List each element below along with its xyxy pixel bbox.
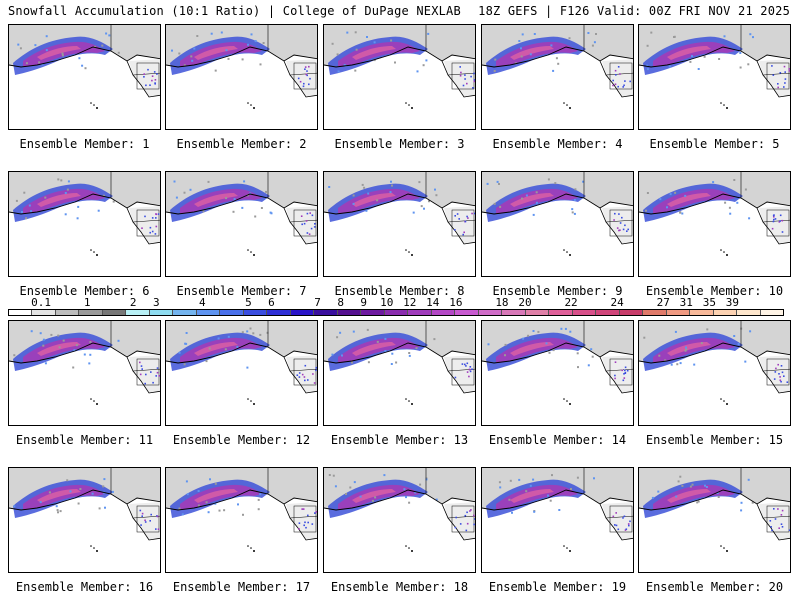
ensemble-member-map xyxy=(481,171,634,277)
ensemble-member-map xyxy=(481,24,634,130)
ensemble-member-caption: Ensemble Member: 16 xyxy=(15,580,154,594)
colorbar-swatch xyxy=(549,310,573,315)
ensemble-member-caption: Ensemble Member: 7 xyxy=(176,284,307,298)
colorbar-swatch xyxy=(9,310,33,315)
ensemble-member-caption: Ensemble Member: 2 xyxy=(176,137,307,151)
colorbar-swatch xyxy=(173,310,197,315)
ensemble-member-caption: Ensemble Member: 10 xyxy=(645,284,784,298)
ensemble-member-map xyxy=(481,467,634,573)
ensemble-member-caption: Ensemble Member: 20 xyxy=(645,580,784,594)
ensemble-member-caption: Ensemble Member: 15 xyxy=(645,433,784,447)
colorbar-swatch xyxy=(525,310,550,315)
colorbar-label: 5 xyxy=(245,296,252,309)
colorbar-swatch xyxy=(361,310,385,315)
ensemble-member-caption: Ensemble Member: 12 xyxy=(172,433,311,447)
ensemble-member-caption: Ensemble Member: 5 xyxy=(649,137,780,151)
colorbar-swatch xyxy=(455,310,479,315)
colorbar-label: 8 xyxy=(337,296,344,309)
ensemble-member-map xyxy=(165,467,318,573)
colorbar-label: 12 xyxy=(403,296,417,309)
colorbar-swatch xyxy=(243,310,268,315)
ensemble-member-caption: Ensemble Member: 3 xyxy=(334,137,465,151)
ensemble-member-caption: Ensemble Member: 18 xyxy=(330,580,469,594)
colorbar-swatch xyxy=(337,310,362,315)
ensemble-member-map xyxy=(323,320,476,426)
colorbar-swatch xyxy=(619,310,644,315)
colorbar-swatch xyxy=(126,310,150,315)
ensemble-member-caption: Ensemble Member: 4 xyxy=(492,137,623,151)
run-valid-time: 18Z GEFS | F126 Valid: 00Z FRI NOV 21 20… xyxy=(478,4,790,18)
ensemble-member-map xyxy=(638,467,791,573)
colorbar-label: 14 xyxy=(426,296,440,309)
colorbar-label: 6 xyxy=(268,296,275,309)
colorbar-swatch xyxy=(760,310,783,315)
ensemble-member-map xyxy=(165,171,318,277)
ensemble-member-caption: Ensemble Member: 11 xyxy=(15,433,154,447)
ensemble-member-map xyxy=(165,320,318,426)
colorbar-swatch xyxy=(196,310,221,315)
ensemble-member-caption: Ensemble Member: 13 xyxy=(330,433,469,447)
ensemble-member-map xyxy=(8,320,161,426)
colorbar-swatch xyxy=(643,310,667,315)
colorbar-swatch xyxy=(32,310,56,315)
ensemble-member-caption: Ensemble Member: 1 xyxy=(19,137,150,151)
colorbar-label: 20 xyxy=(518,296,532,309)
colorbar-label: 27 xyxy=(656,296,670,309)
colorbar-label: 2 xyxy=(129,296,137,309)
colorbar-label: 4 xyxy=(199,296,206,309)
colorbar-label: 22 xyxy=(564,296,578,309)
colorbar-label: 0.1 xyxy=(31,296,51,309)
ensemble-member-map xyxy=(8,467,161,573)
colorbar-swatch xyxy=(502,310,526,315)
colorbar-swatch xyxy=(431,310,456,315)
ensemble-member-caption: Ensemble Member: 9 xyxy=(492,284,623,298)
ensemble-member-caption: Ensemble Member: 6 xyxy=(19,284,150,298)
colorbar-label: 31 xyxy=(679,296,693,309)
colorbar-swatch xyxy=(55,310,80,315)
ensemble-member-map xyxy=(323,467,476,573)
colorbar-label: 9 xyxy=(360,296,367,309)
colorbar-swatch xyxy=(79,310,103,315)
colorbar-swatch xyxy=(737,310,761,315)
ensemble-member-map xyxy=(323,171,476,277)
ensemble-member-map xyxy=(323,24,476,130)
colorbar-swatch xyxy=(690,310,714,315)
ensemble-member-map xyxy=(8,24,161,130)
ensemble-member-caption: Ensemble Member: 8 xyxy=(334,284,465,298)
colorbar-swatch xyxy=(408,310,432,315)
colorbar-swatch xyxy=(314,310,338,315)
colorbar-swatch xyxy=(102,310,127,315)
colorbar-swatch xyxy=(572,310,597,315)
colorbar-label: 1 xyxy=(83,296,91,309)
colorbar-swatch xyxy=(478,310,503,315)
colorbar-label: 24 xyxy=(610,296,624,309)
colorbar-swatch xyxy=(149,310,174,315)
ensemble-member-caption: Ensemble Member: 17 xyxy=(172,580,311,594)
colorbar-swatch xyxy=(596,310,620,315)
colorbar-swatch xyxy=(384,310,409,315)
colorbar-swatch xyxy=(713,310,738,315)
ensemble-member-caption: Ensemble Member: 14 xyxy=(488,433,627,447)
snowfall-colorbar xyxy=(8,309,784,316)
ensemble-member-map xyxy=(481,320,634,426)
chart-title: Snowfall Accumulation (10:1 Ratio) | Col… xyxy=(8,4,461,18)
colorbar-label: 10 xyxy=(380,296,394,309)
colorbar-label: 35 xyxy=(702,296,716,309)
colorbar-label: 7 xyxy=(314,296,321,309)
ensemble-member-map xyxy=(638,171,791,277)
ensemble-member-map xyxy=(638,320,791,426)
colorbar-swatch xyxy=(290,310,315,315)
colorbar-label: 3 xyxy=(152,296,160,309)
colorbar-label: 16 xyxy=(449,296,463,309)
ensemble-member-caption: Ensemble Member: 19 xyxy=(488,580,627,594)
ensemble-member-map xyxy=(8,171,161,277)
ensemble-member-map xyxy=(638,24,791,130)
ensemble-member-map xyxy=(165,24,318,130)
colorbar-swatch xyxy=(267,310,291,315)
colorbar-swatch xyxy=(666,310,691,315)
colorbar-label: 18 xyxy=(495,296,509,309)
colorbar-label: 39 xyxy=(725,296,739,309)
colorbar-swatch xyxy=(220,310,244,315)
